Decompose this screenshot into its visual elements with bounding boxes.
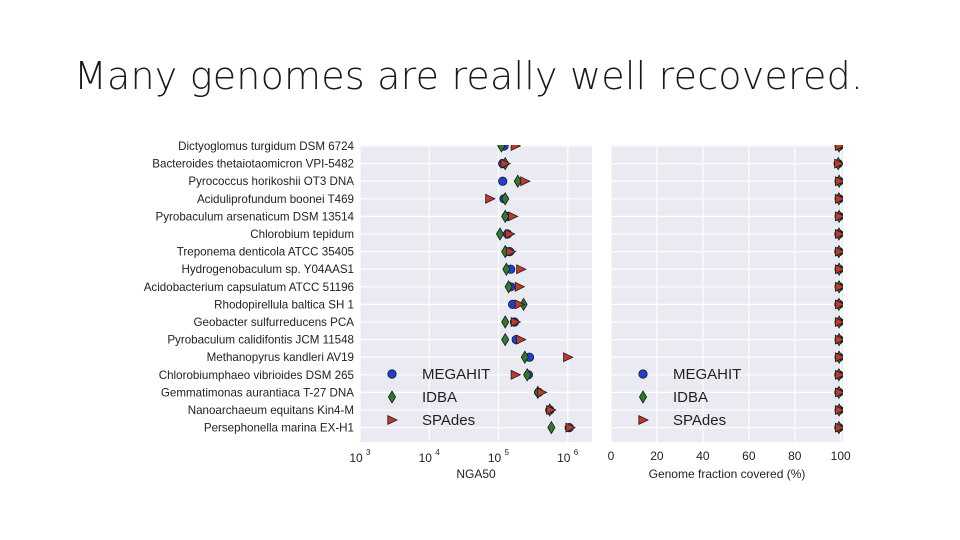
- genome-fraction-point-spades-treponema-denticola-atcc-35405: [834, 246, 843, 257]
- nga50-point-idba-geobacter-sulfurreducens-pca: [501, 315, 510, 329]
- nga50-tick-exponent: 3: [366, 448, 371, 457]
- nga50-tick-label: 10: [488, 451, 502, 465]
- genome-fraction-point-spades-methanopyrus-kandleri-av19: [834, 352, 843, 363]
- nga50-point-idba-pyrobaculum-arsenaticum-dsm-13514: [501, 209, 510, 224]
- genome-fraction-point-spades-gemmatimonas-aurantiaca-t-27-dna: [834, 387, 843, 398]
- nga50-legend-marker-idba: [387, 390, 397, 404]
- nga50-point-idba-dictyoglomus-turgidum-dsm-6724: [497, 145, 506, 153]
- nga50-point-spades-acidobacterium-capsulatum-atcc-51196: [514, 281, 526, 292]
- category-label-geobacter-sulfurreducens-pca: Geobacter sulfurreducens PCA: [194, 316, 355, 329]
- category-label-chlorobiumphaeo-vibrioides-dsm-265: Chlorobiumphaeo vibrioides DSM 265: [159, 369, 354, 382]
- genome-fraction-point-spades-rhodopirellula-baltica-sh-1: [834, 299, 843, 310]
- genome-fraction-tick-label: 20: [650, 449, 664, 463]
- nga50-legend-label-spades: SPAdes: [422, 412, 475, 429]
- nga50-point-idba-persephonella-marina-ex-h1: [547, 420, 556, 435]
- category-label-hydrogenobaculum-sp-y04aas1: Hydrogenobaculum sp. Y04AAS1: [181, 263, 354, 276]
- category-label-aciduliprofundum-boonei-t469: Aciduliprofundum boonei T469: [197, 193, 354, 206]
- nga50-point-idba-chlorobium-tepidum: [495, 227, 505, 241]
- nga50-point-spades-bacteroides-thetaiotaomicron-vpi-5482: [500, 158, 512, 169]
- genome-fraction-point-spades-geobacter-sulfurreducens-pca: [834, 316, 843, 328]
- category-label-gemmatimonas-aurantiaca-t-27-dna: Gemmatimonas aurantiaca T-27 DNA: [161, 386, 354, 399]
- nga50-tick-exponent: 6: [574, 448, 579, 457]
- nga50-point-spades-pyrococcus-horikoshii-ot3-dna: [520, 176, 531, 187]
- category-label-rhodopirellula-baltica-sh-1: Rhodopirellula baltica SH 1: [214, 298, 354, 311]
- category-label-persephonella-marina-ex-h1: Persephonella marina EX-H1: [204, 422, 354, 435]
- nga50-point-idba-pyrococcus-horikoshii-ot3-dna: [513, 174, 522, 188]
- genome-fraction-tick-label: 100: [831, 449, 851, 463]
- genome-fraction-legend-marker-spades: [638, 414, 649, 426]
- nga50-point-spades-methanopyrus-kandleri-av19: [563, 352, 574, 363]
- genome-fraction-point-spades-chlorobiumphaeo-vibrioides-dsm-265: [834, 369, 843, 380]
- nga50-point-megahit-pyrococcus-horikoshii-ot3-dna: [498, 176, 508, 186]
- genome-fraction-legend-label-spades: SPAdes: [673, 412, 726, 429]
- genome-fraction-point-spades-chlorobium-tepidum: [834, 228, 843, 240]
- nga50-tick-exponent: 5: [505, 448, 510, 457]
- nga50-point-spades-pyrobaculum-arsenaticum-dsm-13514: [508, 211, 519, 222]
- genome-fraction-tick-label: 0: [608, 449, 615, 463]
- category-label-acidobacterium-capsulatum-atcc-51196: Acidobacterium capsulatum ATCC 51196: [144, 281, 354, 294]
- nga50-legend-label-megahit: MEGAHIT: [422, 366, 490, 383]
- nga50-point-idba-aciduliprofundum-boonei-t469: [501, 192, 510, 206]
- nga50-point-spades-chlorobium-tepidum: [505, 228, 516, 240]
- slide-title: Many genomes are really well recovered.: [74, 54, 864, 98]
- genome-fraction-point-spades-pyrococcus-horikoshii-ot3-dna: [834, 176, 843, 187]
- nga50-point-spades-rhodopirellula-baltica-sh-1: [514, 299, 526, 310]
- nga50-point-spades-geobacter-sulfurreducens-pca: [510, 316, 522, 328]
- genome-fraction-point-spades-pyrobaculum-calidifontis-jcm-11548: [834, 334, 843, 345]
- category-label-bacteroides-thetaiotaomicron-vpi-5482: Bacteroides thetaiotaomicron VPI-5482: [152, 158, 354, 171]
- nga50-point-idba-hydrogenobaculum-sp-y04aas1: [502, 262, 511, 276]
- genome-fraction-point-spades-hydrogenobaculum-sp-y04aas1: [834, 264, 843, 275]
- genome-fraction-point-spades-bacteroides-thetaiotaomicron-vpi-5482: [834, 158, 843, 169]
- genome-fraction-point-spades-pyrobaculum-arsenaticum-dsm-13514: [834, 211, 843, 222]
- nga50-point-idba-pyrobaculum-calidifontis-jcm-11548: [501, 332, 510, 347]
- category-label-nanoarchaeum-equitans-kin4-m: Nanoarchaeum equitans Kin4-M: [188, 404, 354, 417]
- genome-fraction-legend-marker-idba: [638, 390, 648, 404]
- category-label-treponema-denticola-atcc-35405: Treponema denticola ATCC 35405: [177, 246, 354, 259]
- genome-fraction-point-spades-acidobacterium-capsulatum-atcc-51196: [834, 281, 843, 292]
- genome-fraction-point-spades-nanoarchaeum-equitans-kin4-m: [834, 404, 843, 416]
- nga50-point-spades-pyrobaculum-calidifontis-jcm-11548: [516, 334, 527, 345]
- genome-fraction-axis-label: Genome fraction covered (%): [649, 467, 806, 481]
- category-label-pyrobaculum-arsenaticum-dsm-13514: Pyrobaculum arsenaticum DSM 13514: [156, 210, 355, 223]
- nga50-point-spades-nanoarchaeum-equitans-kin4-m: [546, 404, 557, 416]
- category-label-pyrococcus-horikoshii-ot3-dna: Pyrococcus horikoshii OT3 DNA: [188, 175, 354, 188]
- nga50-point-idba-acidobacterium-capsulatum-atcc-51196: [504, 280, 513, 294]
- nga50-point-spades-chlorobiumphaeo-vibrioides-dsm-265: [510, 369, 522, 380]
- nga50-tick-label: 10: [557, 451, 571, 465]
- nga50-panel: 10 3 10 4 10 5 10 6 Dictyoglomus turgidum DSM 6…: [144, 140, 592, 465]
- nga50-point-spades-aciduliprofundum-boonei-t469: [485, 193, 496, 204]
- nga50-tick-label: 10: [419, 451, 433, 465]
- genome-fraction-point-spades-dictyoglomus-turgidum-dsm-6724: [834, 145, 843, 152]
- nga50-legend-label-idba: IDBA: [422, 389, 457, 406]
- category-label-methanopyrus-kandleri-av19: Methanopyrus kandleri AV19: [207, 351, 354, 364]
- genome-fraction-point-spades-aciduliprofundum-boonei-t469: [834, 193, 843, 204]
- nga50-tick-label: 10: [349, 451, 363, 465]
- nga50-point-spades-treponema-denticola-atcc-35405: [506, 246, 517, 257]
- nga50-axis-label: NGA50: [456, 467, 496, 481]
- genome-fraction-panel: 0 20 40 60 80 100 MEGAHIT IDBA SPAdes: [608, 145, 851, 463]
- genome-fraction-legend-label-megahit: MEGAHIT: [673, 366, 741, 383]
- category-label-pyrobaculum-calidifontis-jcm-11548: Pyrobaculum calidifontis JCM 11548: [167, 334, 354, 347]
- genome-fraction-tick-label: 60: [742, 449, 756, 463]
- nga50-point-spades-dictyoglomus-turgidum-dsm-6724: [510, 145, 522, 152]
- category-label-chlorobium-tepidum: Chlorobium tepidum: [250, 228, 354, 241]
- category-label-dictyoglomus-turgidum-dsm-6724: Dictyoglomus turgidum DSM 6724: [178, 140, 354, 153]
- genome-fraction-point-spades-persephonella-marina-ex-h1: [834, 422, 843, 433]
- genome-fraction-tick-label: 40: [696, 449, 710, 463]
- nga50-legend-marker-megahit: [387, 369, 397, 379]
- nga50-point-idba-chlorobiumphaeo-vibrioides-dsm-265: [523, 368, 532, 382]
- nga50-point-spades-gemmatimonas-aurantiaca-t-27-dna: [537, 387, 548, 398]
- nga50-point-spades-persephonella-marina-ex-h1: [565, 422, 577, 433]
- genome-fraction-legend-marker-megahit: [638, 369, 648, 379]
- nga50-point-idba-methanopyrus-kandleri-av19: [520, 350, 529, 364]
- genome-fraction-legend-label-idba: IDBA: [673, 389, 708, 406]
- nga50-tick-exponent: 4: [435, 448, 440, 457]
- nga50-legend-marker-spades: [387, 414, 398, 426]
- nga50-point-spades-hydrogenobaculum-sp-y04aas1: [516, 264, 527, 275]
- genome-fraction-tick-label: 80: [788, 449, 802, 463]
